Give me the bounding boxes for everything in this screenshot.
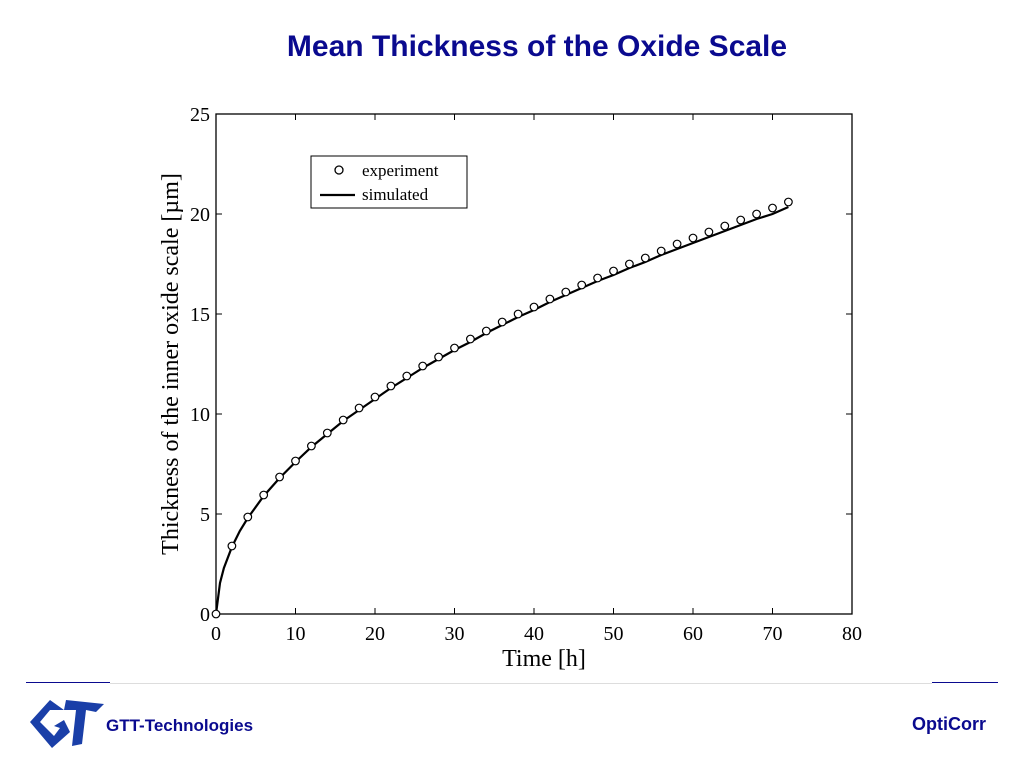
product-name: OptiCorr [912,714,986,734]
simulated-line-layer [214,205,789,615]
experiment-point [752,209,761,219]
y-tick-label: 25 [190,104,210,126]
experiment-point [450,343,459,353]
experiment-point [625,259,634,269]
experiment-point [784,197,793,207]
experiment-point [291,456,300,466]
slide-title: Mean Thickness of the Oxide Scale [286,30,788,63]
company-name: GTT-Technologies [106,716,254,735]
experiment-point [640,253,650,263]
y-tick-label: 20 [190,204,210,226]
experiment-point [418,361,428,371]
x-tick-label: 50 [604,623,624,645]
y-axis-title: Thickness of the inner oxide scale [µm] [158,173,184,555]
experiment-point [259,490,269,500]
legend: experiment simulated [310,155,468,209]
experiment-point [736,215,746,225]
experiment-point [481,326,491,336]
y-tick-label: 15 [190,304,210,326]
experiment-point [307,441,316,451]
x-axis-title: Time [h] [502,646,586,672]
experiment-point [545,294,555,304]
footer-accent-left [26,682,110,683]
experiment-point [466,334,475,344]
x-tick-label: 40 [524,623,544,645]
experiment-point [338,415,348,425]
experiment-point [354,403,364,413]
footer-divider [110,683,932,684]
experiment-point [561,287,571,297]
experiment-point [529,302,539,312]
experiment-point [370,392,380,402]
experiment-point [513,309,523,319]
experiment-point [656,246,666,256]
experiment-point [322,428,332,438]
experiment-point [434,352,444,362]
experiment-point [227,541,237,551]
legend-simulated-label: simulated [362,185,429,204]
x-tick-label: 80 [842,623,862,645]
x-tick-label: 60 [683,623,703,645]
footer-accent-right [932,682,998,683]
experiment-points-layer [211,197,793,619]
legend-experiment-marker [334,165,344,175]
experiment-point [720,221,730,231]
experiment-point [768,203,777,213]
gtt-logo-icon [30,700,104,748]
legend-box [310,155,468,209]
x-tick-label: 10 [286,623,306,645]
x-tick-label: 70 [763,623,783,645]
experiment-point [577,280,587,290]
experiment-point [402,371,412,381]
x-tick-label: 20 [365,623,385,645]
x-tick-label: 30 [445,623,465,645]
experiment-point [672,239,682,249]
experiment-point [593,273,602,283]
legend-experiment-label: experiment [362,161,439,180]
y-tick-label: 0 [200,604,210,626]
y-tick-label: 10 [190,404,210,426]
axis-ticks: 0 10 20 30 40 50 60 70 80 0 5 10 15 20 25 [190,104,862,645]
experiment-point [497,317,507,327]
experiment-point [688,233,698,243]
experiment-point [609,266,618,276]
experiment-point [275,472,285,482]
y-tick-label: 5 [200,504,210,526]
experiment-point [386,381,396,391]
x-tick-label: 0 [211,623,221,645]
experiment-point [243,512,253,522]
simulated-line [214,205,789,615]
experiment-point [704,227,714,237]
experiment-point [211,609,221,619]
